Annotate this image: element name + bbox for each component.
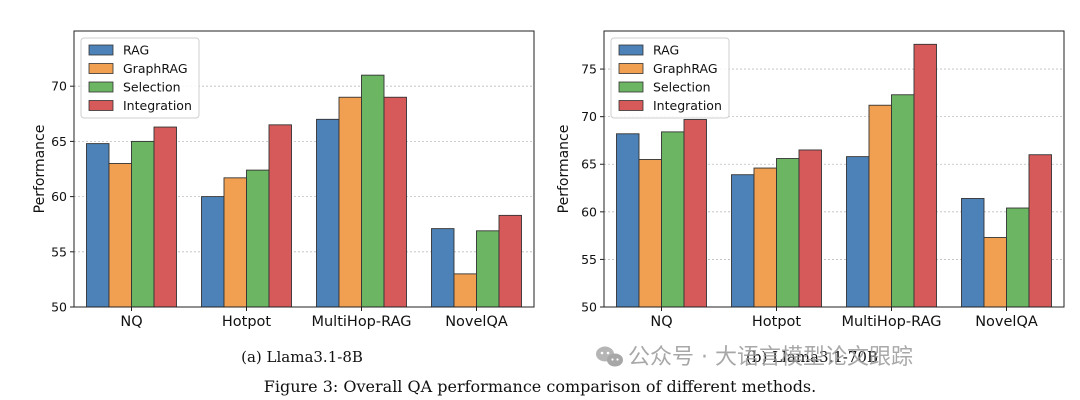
bar-graphrag-multihop-rag (868, 104, 892, 308)
bar-integration-multihop-rag (913, 43, 937, 308)
legend-swatch (88, 63, 114, 74)
bar-integration-nq (683, 119, 707, 308)
y-tick-label: 50 (51, 300, 67, 315)
chart-llama3-8b: 50 55 60 65 70 NQ Hotpot MultiHop-RAG NovelQA Per… (32, 30, 535, 330)
bar-graphrag-hotpot (223, 177, 247, 308)
bar-selection-hotpot (246, 169, 270, 308)
chart-llama3-70b: 50 55 60 65 70 75 NQ Hotpot MultiHop-RAG NovelQA P… (556, 30, 1065, 330)
plot-frame (73, 30, 535, 308)
bar-selection-novelqa (1006, 207, 1030, 308)
legend-box (610, 37, 730, 119)
legend-swatch (88, 100, 114, 111)
y-tick-label: 50 (581, 300, 597, 315)
bar-graphrag-novelqa (983, 237, 1007, 308)
wechat-icon (596, 346, 623, 367)
bar-graphrag-multihop-rag (338, 96, 362, 308)
bar-rag-multihop-rag (846, 156, 870, 308)
bar-rag-novelqa (961, 198, 985, 308)
plot-frame (603, 30, 1065, 308)
y-axis-title: Performance (32, 125, 48, 214)
y-tick-label: 70 (581, 109, 597, 124)
legend-swatch (88, 81, 114, 93)
legend-swatch (618, 63, 644, 74)
legend-swatch (88, 44, 114, 56)
bar-rag-nq (616, 133, 640, 308)
legend-label: Integration (123, 98, 192, 113)
bar-rag-hotpot (201, 196, 225, 308)
bar-graphrag-nq (638, 159, 662, 308)
x-tick-label: NQ (120, 314, 142, 330)
bar-rag-multihop-rag (316, 118, 340, 308)
y-tick-label: 65 (51, 134, 67, 149)
legend-label: Selection (123, 80, 181, 95)
bar-integration-novelqa (498, 214, 522, 308)
legend-swatch (618, 44, 644, 56)
x-tick-label: MultiHop-RAG (311, 314, 411, 330)
x-tick-label: NovelQA (445, 314, 508, 330)
x-tick-label: NovelQA (975, 314, 1038, 330)
legend-label: GraphRAG (653, 61, 718, 76)
watermark-text: 公众号 · 大语言模型论文跟踪 (628, 345, 913, 370)
y-tick-label: 55 (581, 252, 597, 267)
y-tick-label: 60 (51, 189, 67, 204)
legend-label: GraphRAG (123, 61, 188, 76)
bar-integration-novelqa (1028, 154, 1052, 308)
bar-integration-nq (153, 126, 177, 308)
bar-rag-nq (86, 143, 110, 308)
bar-rag-hotpot (731, 174, 755, 308)
bar-integration-hotpot (268, 124, 292, 308)
legend-label: RAG (653, 43, 679, 58)
y-axis-title: Performance (556, 125, 572, 214)
bar-integration-multihop-rag (383, 96, 407, 308)
legend: RAG GraphRAG Selection Integration (80, 37, 200, 119)
bar-selection-multihop-rag (361, 74, 385, 308)
legend-box (80, 37, 200, 119)
bar-selection-novelqa (476, 230, 500, 308)
legend-label: Selection (653, 80, 711, 95)
bar-selection-nq (661, 131, 685, 308)
y-tick-label: 70 (51, 79, 67, 94)
bar-graphrag-novelqa (453, 273, 477, 308)
y-tick-label: 65 (581, 157, 597, 172)
bar-selection-multihop-rag (891, 94, 915, 308)
watermark: 公众号 · 大语言模型论文跟踪 (596, 345, 913, 370)
subcaption-a: (a) Llama3.1-8B (241, 348, 363, 366)
bar-selection-hotpot (776, 158, 800, 308)
bar-rag-novelqa (431, 228, 455, 308)
bar-integration-hotpot (798, 149, 822, 308)
x-tick-label: MultiHop-RAG (841, 314, 941, 330)
x-tick-label: Hotpot (752, 314, 802, 330)
legend-label: RAG (123, 43, 149, 58)
y-tick-label: 55 (51, 244, 67, 259)
y-tick-label: 60 (581, 204, 597, 219)
legend-label: Integration (653, 98, 722, 113)
subcaption-b: (b) Llama3.1-70B (746, 348, 878, 366)
figure-caption: Figure 3: Overall QA performance compari… (264, 377, 816, 396)
bar-graphrag-nq (108, 163, 132, 308)
x-tick-label: NQ (650, 314, 672, 330)
legend-swatch (618, 81, 644, 93)
legend-swatch (618, 100, 644, 111)
bar-graphrag-hotpot (753, 167, 777, 308)
x-tick-label: Hotpot (222, 314, 272, 330)
bar-selection-nq (131, 140, 155, 308)
legend: RAG GraphRAG Selection Integration (610, 37, 730, 119)
y-tick-label: 75 (581, 62, 597, 77)
